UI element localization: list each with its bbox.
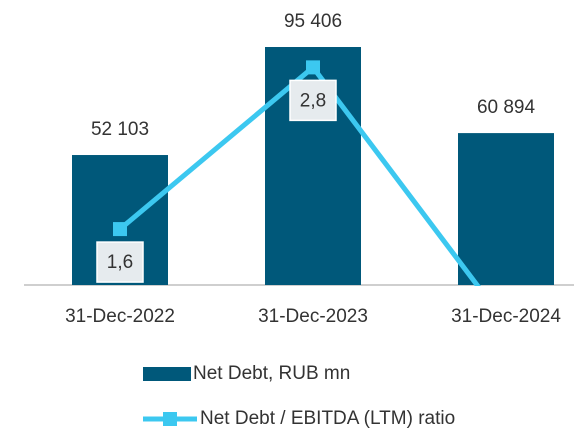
line-group — [113, 60, 481, 286]
data-label: 52 103 — [91, 119, 149, 140]
data-label-box — [96, 241, 144, 283]
data-label: 60 894 — [477, 97, 536, 118]
data-label-box — [289, 79, 337, 122]
data-label: 2,8 — [300, 90, 326, 111]
data-label: 95 406 — [284, 11, 342, 32]
x-tick-label: 31-Dec-2024 — [451, 306, 561, 327]
x-tick-label: 31-Dec-2022 — [65, 306, 175, 327]
legend-swatch — [143, 367, 191, 381]
line-marker — [113, 222, 127, 237]
line-marker — [306, 60, 320, 75]
bar — [458, 133, 554, 285]
legend-marker — [163, 412, 177, 426]
legend-label: Net Debt, RUB mn — [193, 363, 350, 384]
legend-label: Net Debt / EBITDA (LTM) ratio — [200, 408, 455, 429]
data-label: 1,6 — [107, 252, 133, 273]
x-tick-label: 31-Dec-2023 — [258, 306, 368, 327]
